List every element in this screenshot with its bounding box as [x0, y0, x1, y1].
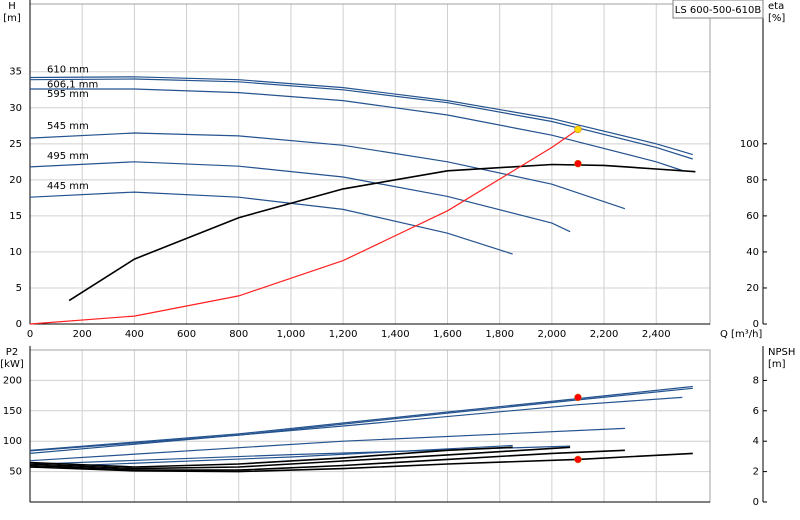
x-tick-label: 600 — [177, 329, 196, 340]
y-tick-label: 20 — [9, 175, 22, 186]
curve-label: 545 mm — [47, 121, 89, 132]
y-axis-label: P2 — [6, 347, 18, 358]
curve — [29, 396, 683, 454]
y2-tick-label: 8 — [753, 375, 759, 386]
y-axis-unit: [m] — [3, 13, 21, 24]
curve — [29, 444, 513, 468]
y2-tick-label: 100 — [740, 139, 759, 150]
curve — [29, 132, 626, 210]
curve — [29, 387, 693, 452]
curve-label: 495 mm — [47, 151, 89, 162]
curve — [29, 446, 571, 470]
x-tick-label: 800 — [229, 329, 248, 340]
y-tick-label: 10 — [9, 247, 22, 258]
y2-tick-label: 0 — [753, 497, 759, 508]
x-tick-label: 200 — [73, 329, 92, 340]
y2-axis-label: eta — [768, 1, 784, 12]
curve — [30, 88, 683, 172]
y2-axis-unit: [%] — [768, 13, 785, 24]
y-tick-label: 5 — [16, 283, 22, 294]
curve — [29, 76, 693, 156]
y2-tick-label: 80 — [746, 175, 759, 186]
y-tick-label: 200 — [3, 375, 22, 386]
operating-point — [574, 125, 582, 134]
y-tick-label: 50 — [9, 467, 22, 478]
y-tick-label: 150 — [3, 406, 22, 417]
y-axis-unit: [kW] — [0, 359, 24, 370]
y2-tick-label: 60 — [746, 211, 759, 222]
x-tick-label: 1,800 — [485, 329, 514, 340]
x-axis-label: Q [m³/h] — [720, 329, 762, 340]
curve — [29, 385, 693, 451]
curve-label: 445 mm — [47, 181, 89, 192]
y2-tick-label: 40 — [746, 247, 759, 258]
curve — [29, 78, 693, 160]
y2-tick-label: 0 — [753, 319, 759, 330]
y-tick-label: 100 — [3, 436, 22, 447]
operating-point — [574, 455, 582, 464]
chart-title: LS 600-500-610B — [675, 5, 762, 16]
y-axis-label: H — [8, 1, 16, 12]
operating-point — [574, 159, 582, 168]
y-tick-label: 25 — [9, 139, 22, 150]
curve-label: 606,1 mm — [47, 80, 98, 91]
y-tick-label: 30 — [9, 103, 22, 114]
curve-label: 595 mm — [47, 89, 89, 100]
curve-label: 610 mm — [47, 65, 89, 76]
y2-axis-unit: [m] — [768, 359, 786, 370]
curve — [29, 449, 625, 471]
x-tick-label: 2,400 — [642, 329, 671, 340]
x-tick-label: 0 — [27, 329, 33, 340]
title-box — [672, 0, 764, 19]
y2-tick-label: 4 — [753, 436, 759, 447]
operating-point — [574, 393, 582, 402]
y2-axis-label: NPSH — [768, 347, 795, 358]
x-tick-label: 2,000 — [538, 329, 567, 340]
y-tick-label: 35 — [9, 67, 22, 78]
x-tick-label: 1,600 — [433, 329, 462, 340]
y2-tick-label: 2 — [753, 467, 759, 478]
y2-tick-label: 20 — [746, 283, 759, 294]
curve — [29, 427, 625, 462]
curve — [29, 446, 513, 468]
x-tick-label: 1,000 — [277, 329, 306, 340]
curve — [68, 163, 696, 302]
x-tick-label: 1,200 — [329, 329, 358, 340]
x-tick-label: 1,400 — [381, 329, 410, 340]
y-tick-label: 0 — [16, 319, 22, 330]
curve — [29, 128, 579, 325]
y-tick-label: 15 — [9, 211, 22, 222]
curve — [29, 161, 571, 233]
x-tick-label: 400 — [125, 329, 144, 340]
x-tick-label: 2,200 — [590, 329, 619, 340]
y2-tick-label: 6 — [753, 406, 759, 417]
